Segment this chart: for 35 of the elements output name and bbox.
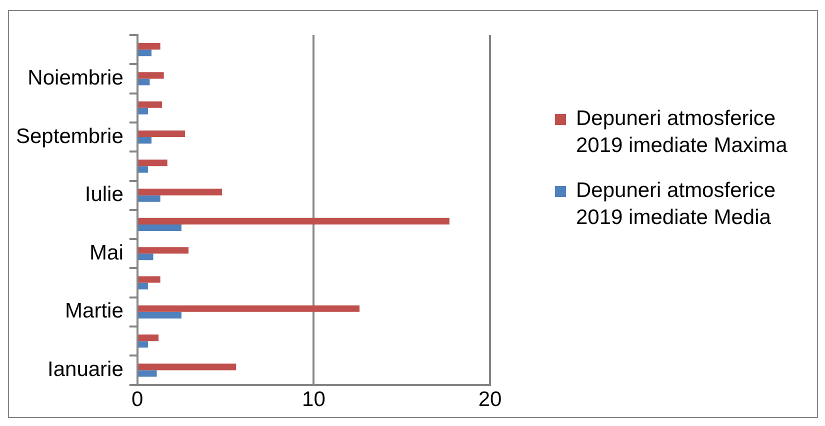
- x-tick-label: 10: [302, 388, 326, 412]
- bar: [138, 108, 148, 114]
- bar: [138, 370, 157, 377]
- bar: [138, 312, 182, 318]
- bar: [138, 160, 168, 166]
- bar: [138, 43, 160, 50]
- y-tick-label: Noiembrie: [28, 66, 124, 90]
- bar: [138, 188, 222, 196]
- bar: [138, 334, 159, 342]
- x-tick-label: 20: [478, 388, 502, 412]
- y-tick-label: Mai: [90, 241, 124, 264]
- y-tick-label: Septembrie: [16, 124, 124, 148]
- bar: [138, 224, 182, 232]
- legend-label: Depuneri atmosferice 2019 imediate Media: [576, 178, 777, 231]
- y-tick-label: Ianuarie: [48, 358, 124, 382]
- bar: [138, 101, 162, 108]
- bar: [138, 282, 148, 290]
- bar: [138, 305, 360, 312]
- bar: [138, 364, 236, 370]
- bar: [138, 137, 152, 144]
- y-tick-label: Iulie: [84, 183, 124, 206]
- bar: [138, 78, 150, 86]
- bar: [138, 72, 164, 79]
- x-tick-label: 0: [132, 388, 144, 412]
- bar: [138, 130, 185, 138]
- bar: [138, 276, 160, 283]
- bar: [138, 166, 148, 173]
- bar: [138, 195, 160, 202]
- legend-label: Depuneri atmosferice 2019 imediate Maxima: [576, 106, 788, 159]
- bar: [138, 247, 189, 254]
- bar: [138, 218, 450, 224]
- bar: [138, 341, 148, 348]
- y-tick-label: Martie: [65, 300, 124, 323]
- bar: [138, 254, 154, 260]
- bar: [138, 50, 152, 56]
